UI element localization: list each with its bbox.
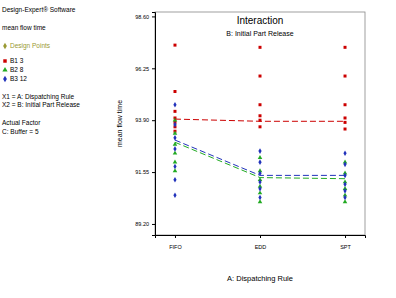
y-tick-mark (152, 172, 155, 173)
design-point (173, 44, 176, 47)
design-point (343, 181, 346, 187)
subtitle: B: Initial Part Release (226, 30, 293, 37)
design-point (258, 148, 261, 154)
x-tick: SPT (340, 235, 351, 250)
design-point (173, 192, 176, 198)
x-tick-label: FIFO (169, 244, 182, 250)
plot-frame (155, 12, 365, 235)
series-line (175, 140, 345, 175)
design-point (258, 159, 261, 165)
legend-entry: B2 8 (10, 66, 24, 73)
legend-title: Design Points (10, 42, 51, 50)
legend-entry: B3 12 (10, 75, 27, 82)
chart: 89.20 91.55 93.90 96.25 98.60 FIFO EDD SPT Inter… (0, 0, 396, 298)
y-tick-mark (152, 224, 155, 225)
series-line (175, 142, 345, 178)
x-tick-mark (175, 235, 176, 238)
y-tick: 89.20 (135, 221, 155, 227)
y-tick: 91.55 (135, 169, 155, 175)
design-point (173, 122, 176, 128)
y-tick-mark (152, 16, 155, 17)
annotation: X1 = A: Dispatching Rule (2, 93, 74, 101)
annotation: X2 = B: Initial Part Release (2, 101, 80, 108)
design-point (344, 75, 347, 78)
y-tick: 98.60 (135, 14, 155, 20)
design-point (259, 125, 262, 128)
design-point (343, 188, 346, 194)
legend-symbol (2, 67, 7, 72)
design-point (173, 164, 176, 170)
y-tick-label: 96.25 (135, 66, 149, 72)
design-point (344, 46, 347, 49)
design-point (259, 75, 262, 78)
design-point (173, 102, 176, 108)
y-tick-label: 91.55 (135, 169, 149, 175)
design-point (344, 103, 347, 106)
design-point (173, 146, 176, 152)
annotation: mean flow time (2, 24, 46, 31)
design-point (173, 177, 176, 183)
x-axis: FIFO EDD SPT (156, 235, 366, 250)
design-point (259, 103, 262, 106)
x-tick-label: EDD (255, 244, 267, 250)
design-point (173, 90, 176, 93)
x-axis-title: A: Dispatching Rule (227, 274, 293, 283)
design-point (343, 162, 346, 168)
y-tick-label: 93.90 (135, 117, 149, 123)
x-tick-label: SPT (340, 244, 351, 250)
series-line (175, 119, 345, 121)
y-tick-mark (152, 120, 155, 121)
design-point (173, 135, 176, 141)
y-tick: 93.90 (135, 117, 155, 123)
design-point (173, 110, 176, 113)
design-point (173, 160, 178, 164)
y-tick-label: 98.60 (135, 14, 149, 20)
design-point (343, 151, 346, 157)
design-point (258, 179, 261, 185)
x-tick: FIFO (169, 235, 182, 250)
design-point (344, 121, 347, 124)
design-point (259, 46, 262, 49)
x-tick-mark (260, 235, 261, 238)
design-point (259, 114, 262, 117)
y-axis-title: mean flow time (116, 100, 123, 147)
y-tick-mark (152, 68, 155, 69)
legend-symbol (3, 76, 7, 82)
design-point (258, 186, 261, 192)
y-axis: 89.20 91.55 93.90 96.25 98.60 (135, 13, 155, 236)
design-point (258, 195, 261, 201)
annotation: Actual Factor (2, 119, 41, 126)
y-axis-line (152, 13, 156, 236)
design-point (344, 116, 347, 119)
y-tick-label: 89.20 (135, 221, 149, 227)
annotation: C: Buffer = 5 (2, 128, 39, 135)
design-point (173, 131, 178, 135)
legend-symbol (3, 43, 7, 49)
x-tick: EDD (255, 235, 267, 250)
legend-entry: B1 3 (10, 57, 24, 64)
title: Interaction (237, 15, 284, 26)
y-tick: 96.25 (135, 66, 155, 72)
x-axis-line (156, 236, 366, 239)
x-tick-mark (345, 235, 346, 238)
design-point (343, 195, 346, 201)
design-point (344, 128, 347, 131)
plot-marks (173, 44, 348, 204)
design-point (258, 155, 263, 159)
annotation: Design-Expert® Software (2, 6, 76, 14)
legend-symbol (3, 59, 6, 62)
